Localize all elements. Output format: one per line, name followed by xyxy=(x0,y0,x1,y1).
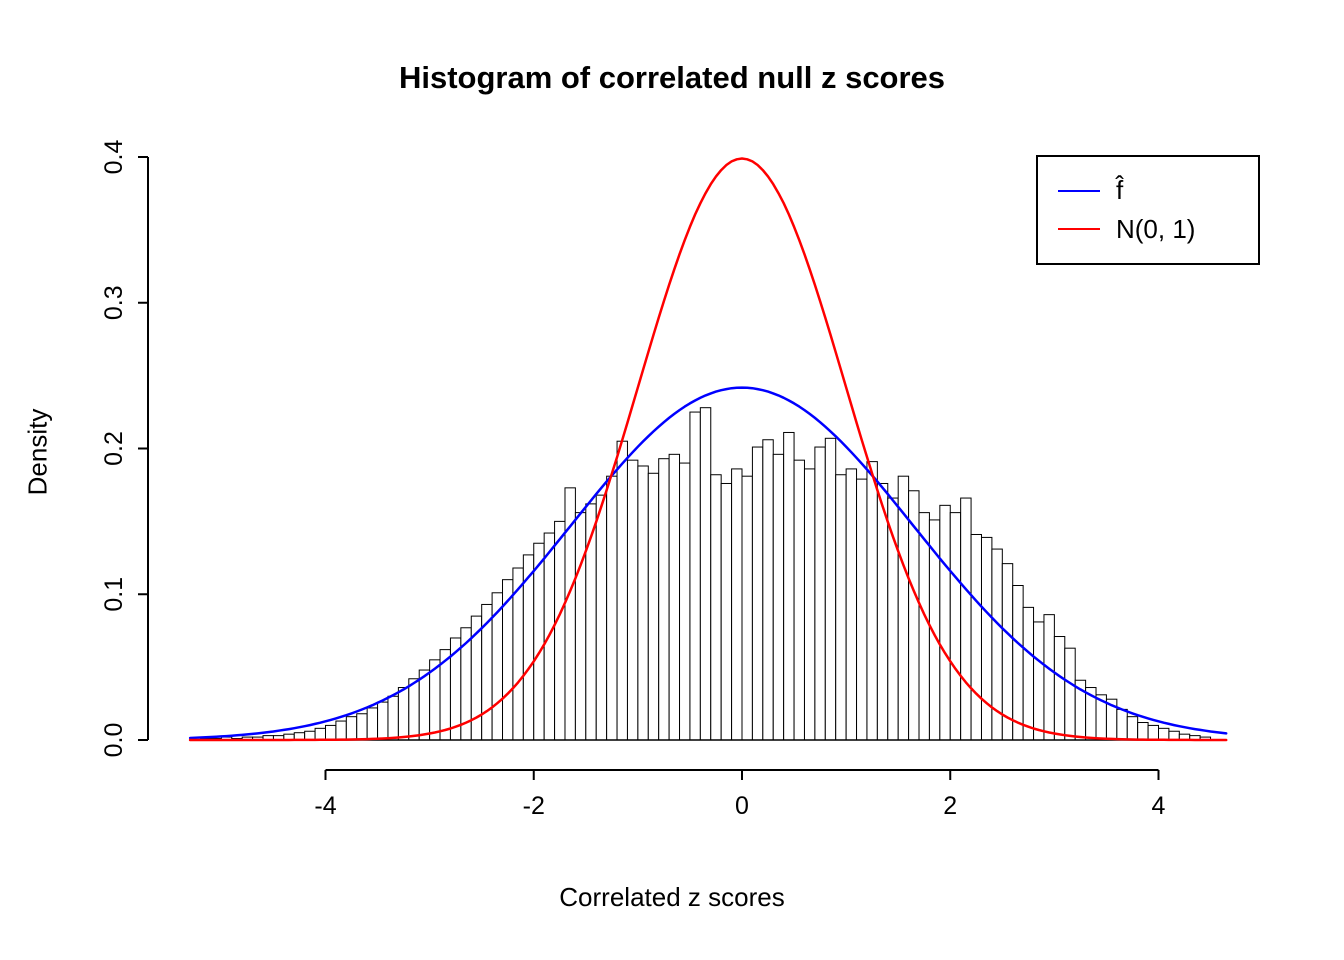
histogram-bar xyxy=(668,453,681,741)
y-tick-label: 0.1 xyxy=(100,577,128,612)
histogram-bar xyxy=(1001,563,1014,741)
histogram-bar xyxy=(616,440,628,741)
histogram-bar xyxy=(866,461,878,741)
histogram-bar xyxy=(939,504,951,741)
histogram-bar xyxy=(689,411,701,741)
histogram-bar xyxy=(1012,585,1024,741)
x-tick-label: -4 xyxy=(314,792,336,820)
histogram-bar xyxy=(647,472,660,741)
histogram-bar xyxy=(803,468,816,741)
x-tick-label: 4 xyxy=(1152,792,1166,820)
histogram-bar xyxy=(741,475,753,741)
histogram-bar xyxy=(574,512,587,741)
y-tick-label: 0.4 xyxy=(100,140,128,175)
histogram-bar xyxy=(1158,727,1170,741)
histogram-bar xyxy=(1137,722,1149,741)
histogram-bar xyxy=(949,512,962,741)
histogram-bar xyxy=(1043,614,1055,741)
histogram-bar xyxy=(418,669,431,741)
histogram-bar xyxy=(397,687,410,741)
x-axis-label: Correlated z scores xyxy=(559,882,785,912)
y-tick-label: 0.3 xyxy=(100,285,128,320)
histogram-bar xyxy=(731,468,743,741)
histogram-bar xyxy=(897,475,910,741)
x-tick-label: -2 xyxy=(523,792,545,820)
histogram-bar xyxy=(481,603,493,741)
histogram-bar xyxy=(408,678,420,741)
legend-label-n01: N(0, 1) xyxy=(1116,214,1196,244)
histogram-bar xyxy=(637,465,649,741)
histogram-bar xyxy=(387,695,399,741)
histogram-bar xyxy=(793,459,805,741)
histogram-bar xyxy=(1033,621,1045,741)
histogram-bar xyxy=(1053,636,1066,741)
legend-entry-fhat: f̂ xyxy=(1058,176,1258,205)
histogram-bar xyxy=(980,536,993,741)
histogram-bar xyxy=(533,542,545,741)
legend-entry-n01: N(0, 1) xyxy=(1058,215,1258,244)
histogram-bar xyxy=(824,437,837,741)
histogram-bar xyxy=(699,407,712,741)
histogram-bar xyxy=(1126,716,1139,741)
histogram-bar xyxy=(554,520,566,741)
histogram-bar xyxy=(762,439,774,741)
fhat-curve xyxy=(188,386,1228,740)
legend-label-fhat: f̂ xyxy=(1116,175,1124,206)
legend: f̂ N(0, 1) xyxy=(1036,155,1260,265)
histogram-bar xyxy=(1022,606,1035,741)
histogram-bar xyxy=(835,474,847,741)
histogram-bar xyxy=(856,478,868,741)
histogram-bar xyxy=(1064,647,1076,741)
n01-curve xyxy=(188,157,1228,742)
histogram-bar xyxy=(366,707,379,741)
histogram-bar xyxy=(626,459,639,741)
histogram-bar xyxy=(772,453,785,741)
histogram-bar xyxy=(845,468,858,741)
histogram-bar xyxy=(325,724,337,741)
histogram-bar xyxy=(783,431,795,741)
x-tick-label: 0 xyxy=(735,792,749,820)
histogram-bar xyxy=(595,494,608,741)
histogram-bar xyxy=(918,512,930,741)
histogram-bar xyxy=(377,701,389,741)
y-tick-label: 0.0 xyxy=(100,723,128,758)
y-tick-label: 0.2 xyxy=(100,431,128,466)
histogram-bar xyxy=(1147,724,1159,741)
histogram-bar xyxy=(356,713,368,741)
n01-line-swatch xyxy=(1058,228,1100,231)
histogram-bar xyxy=(710,474,722,741)
histogram-bar xyxy=(1116,708,1128,741)
fhat-line-swatch xyxy=(1058,189,1100,192)
histogram-bar xyxy=(606,475,618,741)
histogram-bar xyxy=(658,458,670,741)
histogram-bar xyxy=(814,446,826,741)
histogram-bar xyxy=(960,497,972,741)
chart-title: Histogram of correlated null z scores xyxy=(398,60,946,95)
histogram-bar xyxy=(345,716,358,741)
histogram-bar xyxy=(335,720,347,741)
x-tick-label: 2 xyxy=(943,792,957,820)
histogram-bar xyxy=(876,482,889,741)
histogram-bar xyxy=(679,462,691,741)
histogram-bar xyxy=(720,482,733,741)
histogram-bar xyxy=(314,727,326,741)
histogram-bar xyxy=(751,446,764,741)
histogram-bar xyxy=(970,533,982,741)
y-axis-label: Density xyxy=(22,408,53,496)
